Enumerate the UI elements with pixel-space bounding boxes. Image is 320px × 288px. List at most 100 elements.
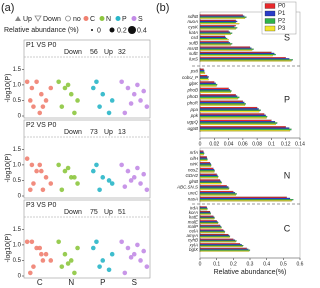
bar [199, 58, 290, 60]
category-label: nasA [188, 196, 198, 201]
bar [199, 224, 221, 226]
point [59, 104, 65, 109]
bar [199, 27, 238, 29]
point [141, 88, 146, 94]
bar [199, 193, 237, 195]
point [135, 165, 140, 171]
bar [199, 68, 204, 70]
bar [199, 177, 219, 179]
x-tick-label: 0.02 [209, 141, 219, 147]
x-tick-label: 0.4 [263, 261, 270, 267]
point [34, 168, 39, 174]
legend-color-dot [99, 16, 105, 21]
bar [199, 211, 211, 213]
bar [199, 82, 216, 85]
bar [199, 241, 236, 243]
point [94, 162, 99, 168]
y-tick-label: 1.5 [13, 227, 22, 233]
bar [199, 180, 221, 182]
point [106, 110, 112, 116]
bar [199, 44, 231, 46]
bar [199, 60, 292, 62]
bar [199, 46, 251, 48]
bar [199, 108, 259, 110]
bar [199, 216, 215, 218]
point [131, 251, 137, 257]
point [37, 245, 43, 251]
y-tick-label: 1.0 [13, 82, 22, 88]
point [122, 184, 128, 189]
bar [199, 162, 211, 164]
bar [199, 236, 230, 238]
size-legend-dot [91, 29, 93, 31]
bar [199, 213, 211, 215]
bar [199, 14, 243, 16]
legend-label: P [122, 16, 127, 23]
category-label: celA [189, 228, 198, 233]
bar [199, 245, 244, 247]
bar [199, 114, 266, 117]
bar [199, 186, 229, 188]
x-tick-label: 0.5 [280, 261, 287, 267]
bar [199, 182, 222, 185]
bar [199, 250, 250, 252]
bar [199, 127, 290, 129]
x-tick-label: S [132, 278, 137, 287]
point [125, 245, 131, 251]
point [109, 98, 115, 103]
point [37, 110, 43, 116]
down-label: Down [64, 209, 82, 216]
panel-frame [23, 119, 151, 199]
bar [199, 174, 218, 177]
bar [199, 217, 215, 219]
up-label: Up [104, 129, 113, 136]
size-legend-label: 0.2 [117, 27, 127, 34]
up-label: Up [104, 49, 113, 56]
bar [199, 122, 278, 124]
point [28, 187, 33, 193]
point [106, 267, 112, 273]
category-label: malP [188, 224, 198, 229]
bar [199, 42, 231, 44]
point [144, 264, 150, 269]
point [119, 162, 124, 168]
bar [199, 119, 272, 122]
bar [199, 76, 209, 78]
x-tick-label: C [37, 278, 43, 287]
point [68, 91, 74, 97]
bar [199, 232, 225, 234]
point [109, 251, 115, 257]
bar [199, 78, 209, 81]
point [43, 251, 49, 257]
bar [199, 153, 204, 156]
bar [199, 36, 226, 39]
bar [199, 19, 236, 22]
category-label: sdhB [188, 14, 198, 19]
point [75, 181, 80, 186]
category-label: katA [189, 30, 198, 35]
category-label: nirK [190, 162, 199, 167]
point [97, 187, 102, 193]
bar [199, 227, 222, 229]
x-tick-label: 0.1 [213, 261, 220, 267]
point [65, 261, 71, 266]
y-tick-label: 1.5 [13, 67, 22, 73]
panel-label: (b) [156, 2, 169, 14]
bar [199, 81, 215, 83]
category-label: phoB [186, 88, 198, 93]
bar [199, 188, 229, 190]
x-tick-label: 0.6 [297, 261, 304, 267]
point [135, 242, 140, 248]
bar [199, 91, 231, 94]
point [56, 79, 61, 85]
bar [199, 200, 292, 202]
bar [199, 77, 208, 79]
point [138, 181, 143, 186]
y-tick-label: 0 [18, 114, 22, 120]
bar [199, 100, 243, 102]
point [125, 168, 131, 174]
y-tick-label: 0.5 [13, 178, 22, 184]
bar [199, 196, 287, 199]
bar [199, 238, 234, 240]
bar [199, 113, 265, 115]
